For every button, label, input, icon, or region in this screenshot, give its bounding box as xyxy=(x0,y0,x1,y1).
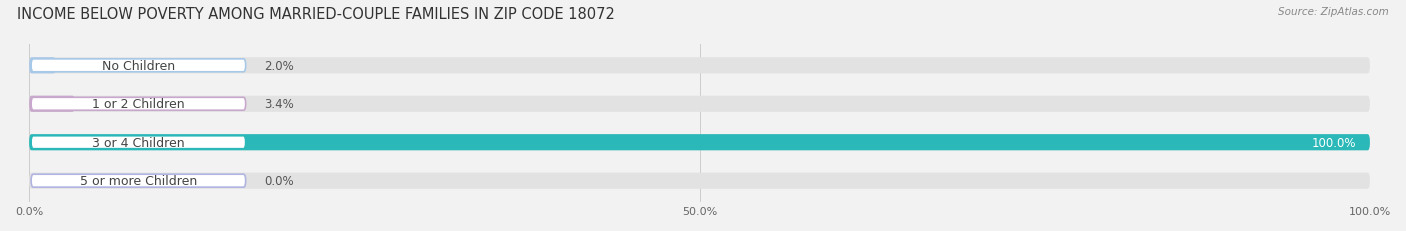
Text: 2.0%: 2.0% xyxy=(264,60,294,73)
Text: 5 or more Children: 5 or more Children xyxy=(80,174,197,187)
Text: 3.4%: 3.4% xyxy=(264,98,294,111)
Text: 3 or 4 Children: 3 or 4 Children xyxy=(91,136,184,149)
FancyBboxPatch shape xyxy=(30,58,1369,74)
Text: 100.0%: 100.0% xyxy=(1312,136,1357,149)
FancyBboxPatch shape xyxy=(30,96,75,112)
Text: INCOME BELOW POVERTY AMONG MARRIED-COUPLE FAMILIES IN ZIP CODE 18072: INCOME BELOW POVERTY AMONG MARRIED-COUPL… xyxy=(17,7,614,22)
Text: No Children: No Children xyxy=(101,60,174,73)
FancyBboxPatch shape xyxy=(30,96,1369,112)
FancyBboxPatch shape xyxy=(31,98,246,111)
FancyBboxPatch shape xyxy=(31,174,246,187)
FancyBboxPatch shape xyxy=(31,136,246,149)
Text: 0.0%: 0.0% xyxy=(264,174,294,187)
FancyBboxPatch shape xyxy=(30,58,56,74)
Text: Source: ZipAtlas.com: Source: ZipAtlas.com xyxy=(1278,7,1389,17)
FancyBboxPatch shape xyxy=(31,60,246,73)
Text: 1 or 2 Children: 1 or 2 Children xyxy=(91,98,184,111)
FancyBboxPatch shape xyxy=(30,173,1369,189)
FancyBboxPatch shape xyxy=(30,135,1369,151)
FancyBboxPatch shape xyxy=(30,135,1369,151)
